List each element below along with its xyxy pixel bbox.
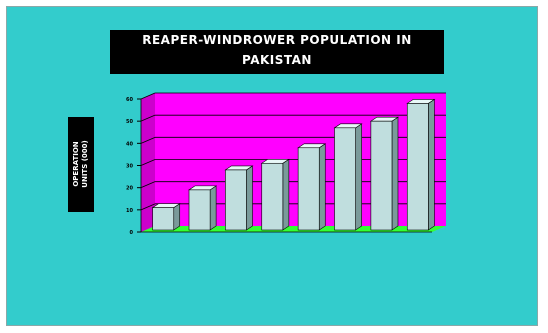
bar [369,116,399,231]
plot-wall [141,93,446,232]
bar-front [406,103,429,231]
y-tick-label: 10 [126,208,133,214]
y-tick-label: 20 [126,186,133,192]
bar-side [173,203,181,231]
bar-side [318,143,326,231]
bar [260,158,290,231]
bar [406,98,436,231]
y-tick-label: 60 [126,97,133,103]
y-tick-label: 30 [126,164,133,170]
plot-floor [141,226,446,233]
bar [297,143,327,231]
bar-side [355,123,362,231]
gridline-side [140,114,156,122]
bar [188,185,218,231]
gridline-side [140,181,156,189]
bar-side [428,98,435,231]
chart-title: REAPER-WINDROWER POPULATION IN PAKISTAN [110,30,444,74]
bar [333,123,363,231]
bar-side [246,165,253,231]
bars [151,98,436,231]
gridline-side [140,92,156,100]
bar-side [282,158,290,231]
bar-front [261,162,284,231]
bar [151,203,181,231]
y-axis-label-box [68,117,94,212]
bar-front [152,207,175,231]
bar-side [209,185,217,231]
gridline-side [140,136,156,144]
bar-side [391,116,399,231]
bar-front [334,127,356,231]
y-tick-label: 40 [126,141,133,147]
bar-front [188,189,211,231]
bar [224,165,254,231]
bar-front [297,147,320,231]
gridline-side [140,203,156,211]
bar-front [225,169,247,231]
floor-plane [141,226,446,232]
gridline-side [140,159,156,166]
y-tick-label: 0 [130,230,134,236]
chart-title-line-2: PAKISTAN [242,53,312,67]
chart-title-line-1: REAPER-WINDROWER POPULATION IN [142,33,412,47]
y-axis: 0 10 20 30 40 50 60 [126,97,142,236]
bar-front [370,120,393,231]
y-tick-label: 50 [126,119,133,125]
